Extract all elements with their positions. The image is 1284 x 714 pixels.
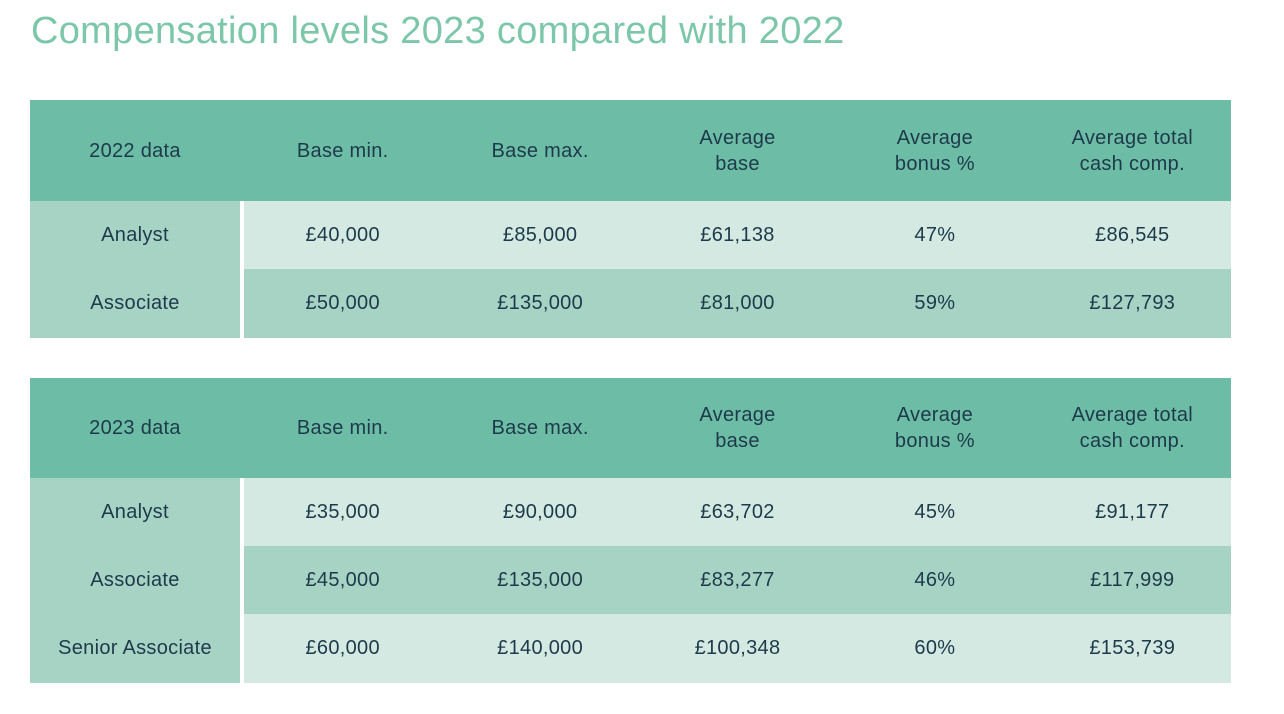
cell-base-min: £45,000 <box>244 546 442 614</box>
table-row: Associate £50,000 £135,000 £81,000 59% £… <box>30 269 1231 338</box>
cell-average-bonus: 45% <box>836 478 1034 546</box>
cell-base-min: £50,000 <box>244 269 442 338</box>
cell-base-min: £35,000 <box>244 478 442 546</box>
header-cell-base-min: Base min. <box>296 417 389 439</box>
cell-base-min: £60,000 <box>244 614 442 683</box>
row-label-associate: Associate <box>30 269 240 338</box>
cell-average-bonus: 60% <box>836 614 1034 683</box>
cell-base-max: £90,000 <box>441 478 639 546</box>
table-row: Analyst £40,000 £85,000 £61,138 47% £86,… <box>30 201 1231 269</box>
row-label-senior-associate: Senior Associate <box>30 614 240 683</box>
cell-average-base: £63,702 <box>638 478 837 546</box>
cell-average-base: £81,000 <box>638 269 837 338</box>
page-title: Compensation levels 2023 compared with 2… <box>31 10 845 52</box>
row-label-analyst: Analyst <box>30 478 240 546</box>
header-cell-2023-data: 2023 data <box>89 417 181 439</box>
header-cell-average-total-cash-comp: Average total cash comp. <box>1071 126 1193 175</box>
table-2022: 2022 data Base min. Base max. Average ba… <box>30 100 1231 338</box>
cell-average-total-cash-comp: £127,793 <box>1033 269 1231 338</box>
cell-base-max: £135,000 <box>441 269 639 338</box>
table-row: Senior Associate £60,000 £140,000 £100,3… <box>30 614 1231 683</box>
cell-base-max: £85,000 <box>441 201 639 269</box>
cell-average-bonus: 46% <box>836 546 1034 614</box>
cell-average-base: £100,348 <box>638 614 837 683</box>
header-cell-average-bonus: Average bonus % <box>894 404 975 452</box>
header-cell-base-min: Base min. <box>296 139 389 162</box>
cell-average-total-cash-comp: £153,739 <box>1033 614 1231 683</box>
cell-average-total-cash-comp: £86,545 <box>1033 201 1231 269</box>
cell-base-max: £135,000 <box>441 546 639 614</box>
cell-average-bonus: 47% <box>836 201 1034 269</box>
cell-average-bonus: 59% <box>836 269 1034 338</box>
table-row: Analyst £35,000 £90,000 £63,702 45% £91,… <box>30 478 1231 546</box>
table-row: Associate £45,000 £135,000 £83,277 46% £… <box>30 546 1231 614</box>
header-cell-base-max: Base max. <box>491 139 589 162</box>
table-2023-header-row: 2023 data Base min. Base max. Average ba… <box>30 378 1231 478</box>
table-2022-header-row: 2022 data Base min. Base max. Average ba… <box>30 100 1231 201</box>
header-cell-2022-data: 2022 data <box>89 139 181 162</box>
header-cell-average-base: Average base <box>699 126 776 175</box>
cell-average-base: £83,277 <box>638 546 837 614</box>
cell-average-total-cash-comp: £117,999 <box>1033 546 1231 614</box>
header-cell-average-base: Average base <box>699 404 776 452</box>
header-cell-base-max: Base max. <box>491 417 589 439</box>
cell-average-base: £61,138 <box>638 201 837 269</box>
header-cell-average-bonus: Average bonus % <box>894 126 975 175</box>
table-2023: 2023 data Base min. Base max. Average ba… <box>30 378 1231 683</box>
cell-base-max: £140,000 <box>441 614 639 683</box>
row-label-analyst: Analyst <box>30 201 240 269</box>
header-cell-average-total-cash-comp: Average total cash comp. <box>1071 404 1193 452</box>
row-label-associate: Associate <box>30 546 240 614</box>
cell-average-total-cash-comp: £91,177 <box>1033 478 1231 546</box>
cell-base-min: £40,000 <box>244 201 442 269</box>
